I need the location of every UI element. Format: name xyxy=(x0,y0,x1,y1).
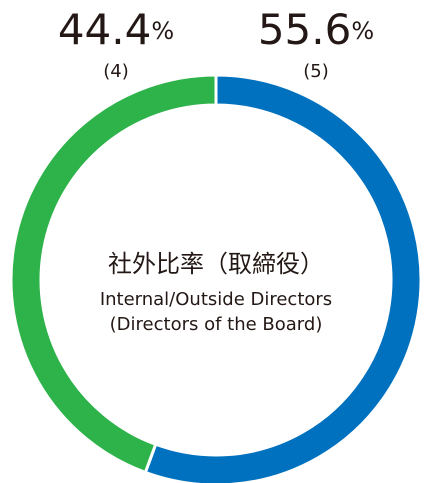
value-label: 44.4% xyxy=(58,5,174,54)
value-number: 44.4 xyxy=(58,5,152,54)
count-label: (5) xyxy=(303,61,329,82)
value-unit: % xyxy=(151,17,174,45)
value-number: 55.6 xyxy=(258,5,352,54)
value-label: 55.6% xyxy=(258,5,374,54)
count-label: (4) xyxy=(103,61,129,82)
chart-subtitle: Internal/Outside Directors xyxy=(100,289,332,310)
chart-subtitle: (Directors of the Board) xyxy=(110,314,323,335)
chart-title: 社外比率（取締役） xyxy=(108,250,324,278)
donut-segment xyxy=(143,73,423,483)
value-unit: % xyxy=(351,17,374,45)
donut-segment xyxy=(9,73,218,475)
